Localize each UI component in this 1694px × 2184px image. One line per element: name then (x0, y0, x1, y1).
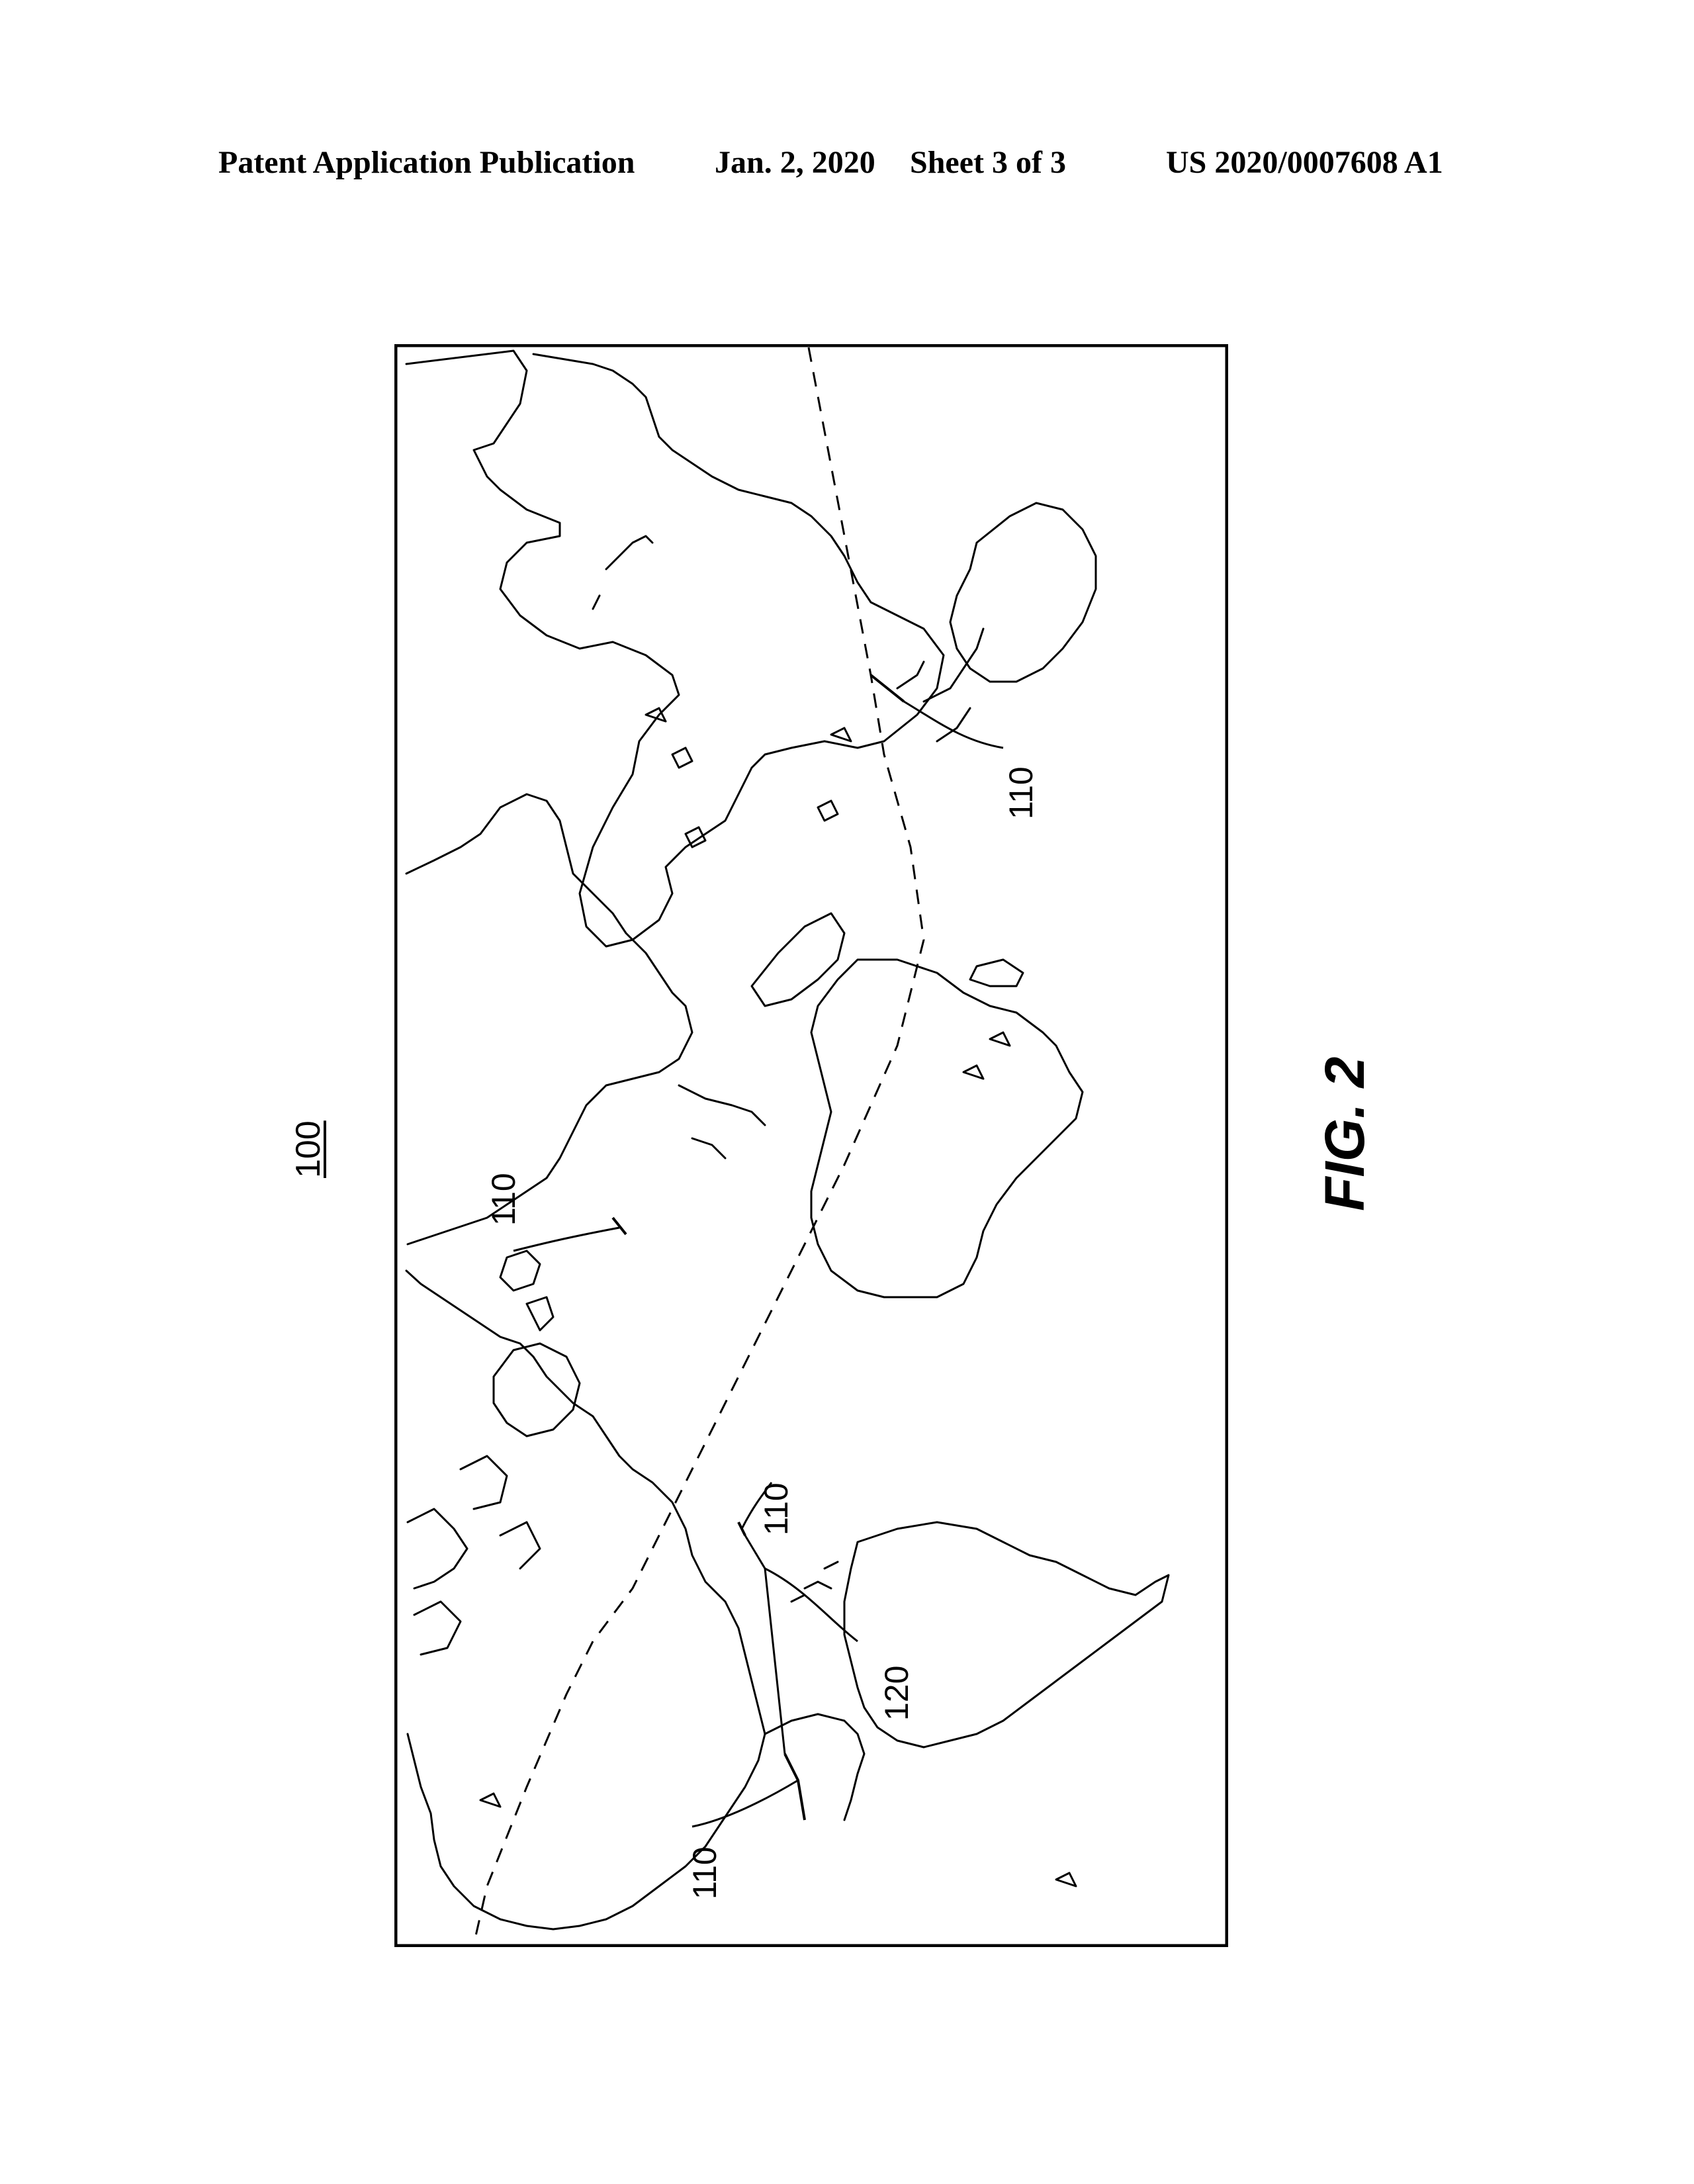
publication-number: US 2020/0007608 A1 (1166, 145, 1443, 180)
landmass-madagascar (969, 958, 1024, 987)
landmass-eurasia (405, 349, 945, 948)
landmass-indonesia (896, 627, 985, 743)
segment-110-a (869, 674, 905, 703)
landmass-europe (405, 793, 693, 1246)
ref-label-110-d: 110 (686, 1846, 723, 1899)
sheet-number: Sheet 3 of 3 (910, 145, 1066, 180)
landmass-british-isles (499, 1250, 555, 1332)
landmass-japan (592, 535, 654, 610)
ref-label-110-a: 110 (1003, 766, 1040, 819)
ref-label-110-b: 110 (485, 1173, 522, 1226)
great-circle-route (472, 347, 925, 1945)
leader-line-120 (764, 1567, 858, 1643)
landmass-small-islands (479, 707, 1077, 1888)
world-map-drawing (394, 344, 1228, 1947)
figure-reference-number: 100 (289, 1120, 328, 1178)
publication-date: Jan. 2, 2020 (715, 145, 875, 180)
figure-caption: FIG. 2 (1314, 1056, 1376, 1211)
publication-title: Patent Application Publication (218, 145, 635, 180)
ref-label-110-c: 110 (758, 1482, 795, 1535)
landmass-central-america (764, 1713, 866, 1821)
landmass-greenland (492, 1342, 581, 1437)
landmass-caribbean (790, 1561, 839, 1603)
leader-line-110-b (513, 1226, 620, 1252)
leader-line-110-c (740, 1482, 773, 1529)
leader-line-110-a (903, 700, 1004, 749)
ref-label-120: 120 (878, 1665, 915, 1721)
segment-110-b (611, 1216, 627, 1236)
landmass-south-america (843, 1521, 1170, 1749)
landmass-mediterranean (678, 1084, 766, 1160)
landmass-arabia (750, 912, 846, 1007)
leader-line-110-d (691, 1779, 799, 1828)
landmass-africa (810, 958, 1084, 1298)
map-frame (394, 344, 1228, 1947)
world-map-figure (394, 344, 1228, 1947)
landmass-australia (949, 502, 1097, 683)
link-120 (744, 1535, 786, 1754)
landmass-north-america (405, 1269, 766, 1931)
landmass-arctic-islands (406, 1455, 541, 1656)
